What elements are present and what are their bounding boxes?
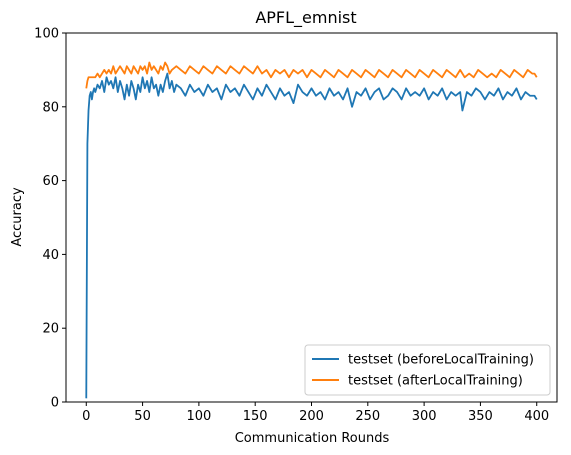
x-axis-ticks: 0 50 100 150 200 250 300 350 400	[82, 402, 549, 424]
chart-title: APFL_emnist	[255, 8, 356, 28]
y-axis-ticks: 0 20 40 60 80 100	[34, 27, 66, 411]
x-tick-label: 200	[299, 409, 324, 424]
x-tick-label: 150	[243, 409, 268, 424]
y-tick-label: 100	[34, 27, 59, 42]
legend: testset (beforeLocalTraining) testset (af…	[305, 345, 550, 395]
legend-label-0: testset (beforeLocalTraining)	[348, 353, 534, 368]
x-tick-label: 100	[186, 409, 211, 424]
x-tick-label: 250	[355, 409, 380, 424]
y-tick-label: 0	[51, 396, 59, 411]
x-tick-label: 400	[524, 409, 549, 424]
x-tick-label: 50	[134, 409, 151, 424]
x-axis-label: Communication Rounds	[235, 431, 390, 446]
y-tick-label: 20	[42, 322, 59, 337]
y-tick-label: 60	[42, 174, 59, 189]
y-tick-label: 40	[42, 248, 59, 263]
y-axis-label: Accuracy	[10, 187, 25, 247]
y-tick-label: 80	[42, 100, 59, 115]
x-tick-label: 0	[82, 409, 90, 424]
x-tick-label: 300	[412, 409, 437, 424]
legend-label-1: testset (afterLocalTraining)	[348, 374, 523, 389]
x-tick-label: 350	[468, 409, 493, 424]
